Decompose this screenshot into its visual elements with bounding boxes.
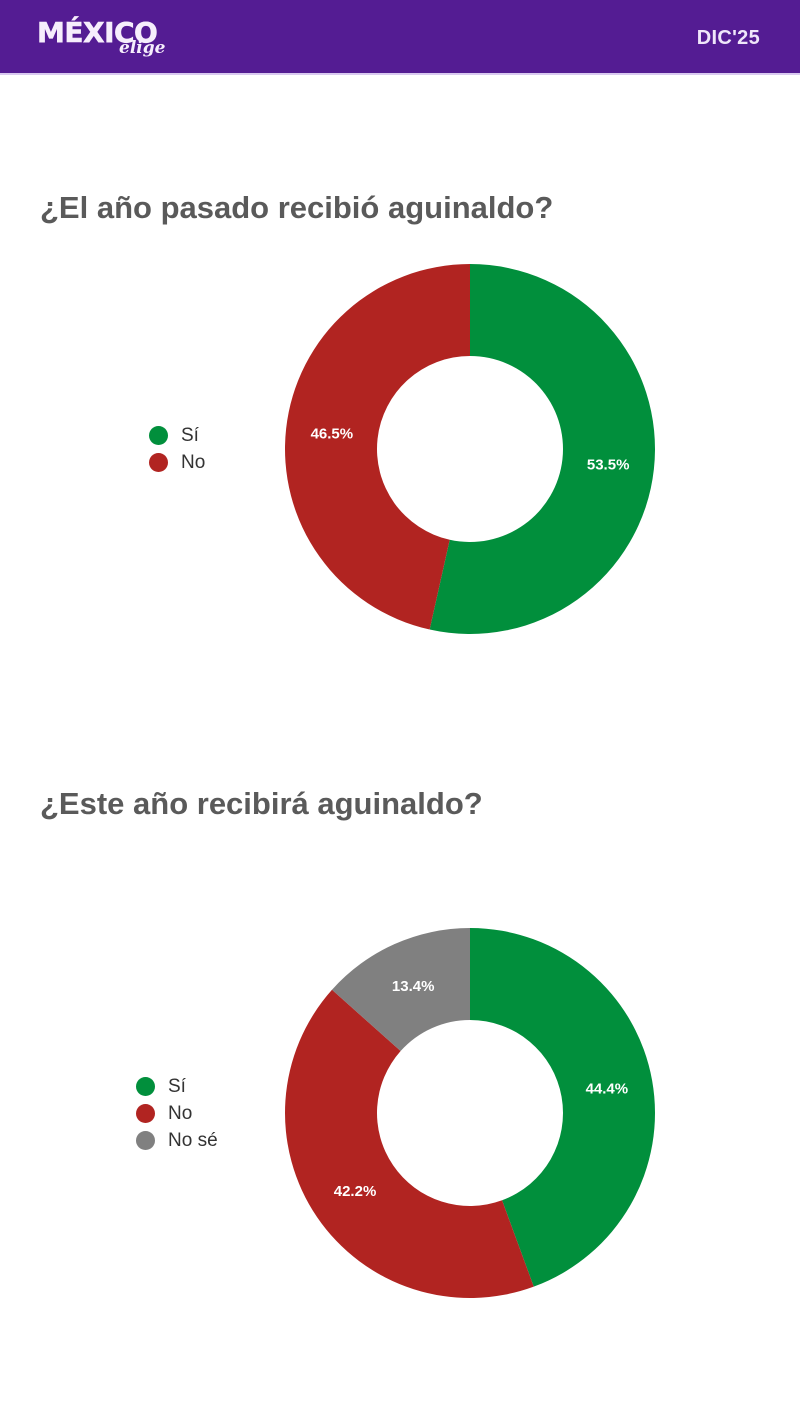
chart-1-legend: Sí No	[149, 422, 205, 476]
legend-label: No	[181, 451, 206, 473]
slice-no	[284, 989, 534, 1298]
legend-item-no: No	[136, 1100, 218, 1127]
legend-label: No	[168, 1102, 193, 1124]
legend-label: Sí	[181, 424, 199, 446]
legend-dot-si-icon	[136, 1077, 155, 1096]
slice-si	[429, 264, 655, 634]
legend-dot-no-icon	[136, 1104, 155, 1123]
slice-no	[284, 264, 470, 630]
legend-dot-no-se-icon	[136, 1131, 155, 1150]
legend-item-no-se: No sé	[136, 1127, 218, 1154]
slice-label-si: 44.4%	[586, 1081, 629, 1098]
slice-si	[470, 928, 656, 1287]
legend-item-si: Sí	[136, 1073, 218, 1100]
logo-sub-text: elige	[119, 38, 166, 58]
legend-label: Sí	[168, 1075, 186, 1097]
logo-main-text: MÉXICO	[37, 16, 158, 50]
chart-2-legend: Sí No No sé	[136, 1073, 218, 1154]
legend-dot-si-icon	[149, 426, 168, 445]
chart-2-donut: 44.4% 42.2% 13.4%	[284, 928, 656, 1298]
slice-label-si: 53.5%	[587, 456, 630, 473]
slice-no-se	[332, 928, 470, 1052]
slice-label-no: 46.5%	[311, 426, 354, 443]
slice-label-no-se: 13.4%	[392, 978, 435, 995]
chart-1-title: ¿El año pasado recibió aguinaldo?	[40, 190, 554, 225]
legend-item-si: Sí	[149, 422, 205, 449]
chart-1-donut: 53.5% 46.5%	[284, 264, 655, 634]
chart-2-title: ¿Este año recibirá aguinaldo?	[40, 786, 483, 821]
legend-dot-no-icon	[149, 453, 168, 472]
legend-label: No sé	[168, 1129, 218, 1151]
slice-label-no: 42.2%	[334, 1183, 377, 1200]
header-bar: MÉXICO elige DIC'25	[0, 0, 800, 75]
survey-date: DIC'25	[696, 27, 760, 49]
legend-item-no: No	[149, 449, 205, 476]
